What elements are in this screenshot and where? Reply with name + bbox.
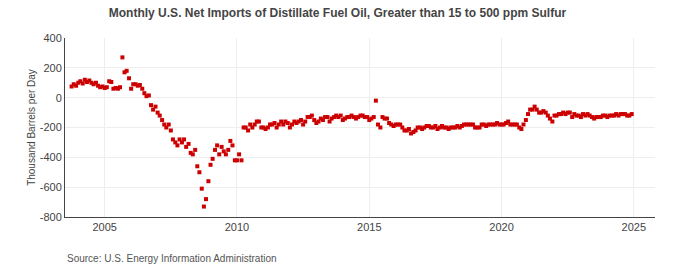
svg-text:2020: 2020: [489, 221, 513, 233]
svg-text:-400: -400: [40, 151, 62, 163]
svg-text:-200: -200: [40, 121, 62, 133]
svg-text:-600: -600: [40, 181, 62, 193]
svg-text:2025: 2025: [622, 221, 646, 233]
svg-text:Source: U.S. Energy Informatio: Source: U.S. Energy Information Administ…: [67, 253, 277, 264]
svg-text:2005: 2005: [92, 221, 116, 233]
svg-text:Monthly U.S. Net Imports of Di: Monthly U.S. Net Imports of Distillate F…: [109, 6, 567, 20]
svg-text:0: 0: [56, 92, 62, 104]
svg-text:2015: 2015: [357, 221, 381, 233]
svg-text:2010: 2010: [225, 221, 249, 233]
svg-text:Thousand Barrels per Day: Thousand Barrels per Day: [26, 69, 37, 186]
svg-text:400: 400: [43, 32, 61, 44]
svg-text:-800: -800: [40, 211, 62, 223]
svg-text:200: 200: [43, 62, 61, 74]
